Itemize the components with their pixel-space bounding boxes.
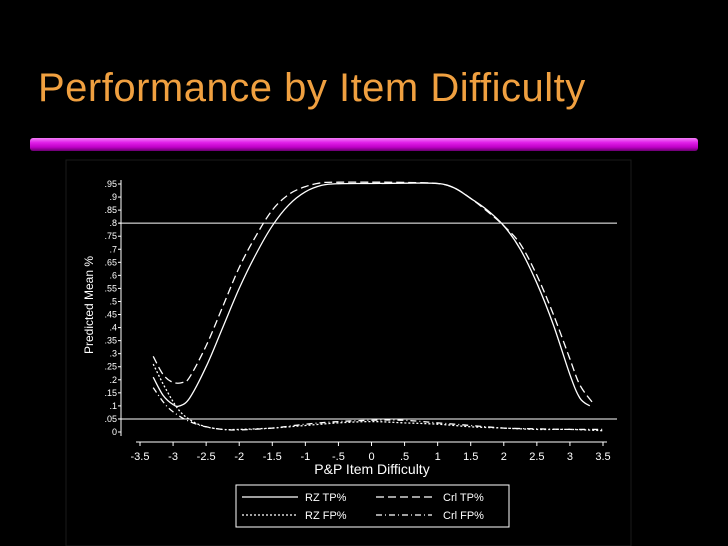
y-tick-label: .9 — [109, 192, 117, 202]
y-tick-label: .2 — [109, 375, 117, 385]
x-axis-label: P&P Item Difficulty — [314, 461, 429, 477]
legend-box — [235, 484, 510, 528]
series-layer — [152, 181, 604, 432]
legend: RZ TP% Crl TP% RZ FP% Crl FP% — [235, 484, 510, 528]
reference-lines — [119, 222, 617, 420]
y-tick-label: .6 — [109, 270, 117, 280]
x-tick-label: .5 — [400, 451, 409, 463]
y-tick-label: .25 — [104, 362, 117, 372]
slide-title: Performance by Item Difficulty — [38, 66, 586, 110]
x-tick-label: 0 — [368, 451, 374, 463]
y-tick-label: .7 — [109, 244, 117, 254]
x-tick-label: -1.5 — [263, 451, 282, 463]
series-line-rz-fp — [152, 363, 604, 432]
y-tick-label: 0 — [112, 427, 117, 437]
legend-label: RZ TP% — [305, 492, 347, 504]
plot-area — [65, 159, 632, 546]
plot-background — [65, 159, 632, 546]
y-tick-label: .35 — [104, 336, 117, 346]
series-line-rz-tp — [152, 182, 591, 408]
x-tick-label: -1 — [300, 451, 310, 463]
y-axis-label: Predicted Mean % — [82, 256, 96, 354]
x-tick-label: -.5 — [332, 451, 345, 463]
x-tick-label: 1 — [435, 451, 441, 463]
x-tick-label: 1.5 — [463, 451, 478, 463]
y-tick-label: .55 — [104, 283, 117, 293]
x-tick-label: 3.5 — [595, 451, 610, 463]
y-tick-label: .3 — [109, 349, 117, 359]
y-tick-label: .15 — [104, 388, 117, 398]
y-tick-label: .65 — [104, 257, 117, 267]
y-tick-label: .5 — [109, 296, 117, 306]
y-tick-label: .85 — [104, 205, 117, 215]
y-tick-label: .95 — [104, 179, 117, 189]
y-tick-label: .75 — [104, 231, 117, 241]
x-tick-label: -2.5 — [197, 451, 216, 463]
y-tick-label: .05 — [104, 414, 117, 424]
x-tick-label: 3 — [567, 451, 573, 463]
x-tick-label: -2 — [234, 451, 244, 463]
series-line-crl-fp — [152, 387, 604, 431]
y-tick-label: .8 — [109, 218, 117, 228]
x-tick-label: 2.5 — [529, 451, 544, 463]
series-line-crl-tp — [152, 181, 594, 404]
title-divider-bar — [30, 138, 698, 151]
legend-label: Crl TP% — [443, 492, 484, 504]
x-tick-label: -3 — [168, 451, 178, 463]
x-tick-label: 2 — [501, 451, 507, 463]
x-tick-label: -3.5 — [131, 451, 150, 463]
y-tick-label: .1 — [109, 401, 117, 411]
legend-label: Crl FP% — [443, 510, 484, 522]
y-tick-label: .4 — [109, 323, 117, 333]
axes: 0 .05 .1 .15 .2 .25 .3 .35 .4 .45 .5 .55 .6 .65 .7 .75.… — [104, 179, 610, 463]
legend-label: RZ FP% — [305, 510, 347, 522]
y-tick-label: .45 — [104, 310, 117, 320]
